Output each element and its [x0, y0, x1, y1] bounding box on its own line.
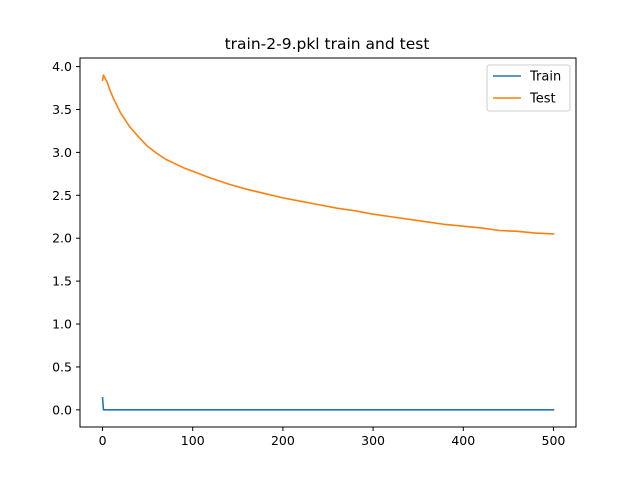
y-tick-label: 3.5 — [52, 102, 72, 117]
x-tick-label: 200 — [271, 433, 295, 448]
series-line-train — [101, 396, 555, 411]
x-tick-label: 500 — [542, 433, 566, 448]
y-tick-label: 2.5 — [52, 188, 72, 203]
y-tick-label: 0.5 — [52, 359, 72, 374]
x-tick-label: 100 — [181, 433, 205, 448]
y-tick-label: 1.0 — [52, 317, 72, 332]
x-axis: 0 100 200 300 400 500 — [99, 427, 566, 448]
y-tick-label: 0.0 — [52, 402, 72, 417]
y-axis: 0.0 0.5 1.0 1.5 2.0 2.5 3.0 3.5 4.0 — [52, 59, 80, 417]
x-tick-label: 300 — [361, 433, 385, 448]
legend-label-test: Test — [529, 92, 556, 107]
x-tick-label: 0 — [99, 433, 107, 448]
legend-label-train: Train — [529, 70, 561, 85]
series-line-test — [101, 74, 555, 235]
y-tick-label: 3.0 — [52, 145, 72, 160]
y-tick-label: 1.5 — [52, 274, 72, 289]
legend: Train Test — [486, 64, 571, 112]
chart-title: train-2-9.pkl train and test — [225, 35, 430, 53]
x-tick-label: 400 — [451, 433, 475, 448]
plot-area — [101, 74, 555, 411]
plot-frame — [79, 57, 577, 428]
y-tick-label: 4.0 — [52, 59, 72, 74]
y-tick-label: 2.0 — [52, 231, 72, 246]
